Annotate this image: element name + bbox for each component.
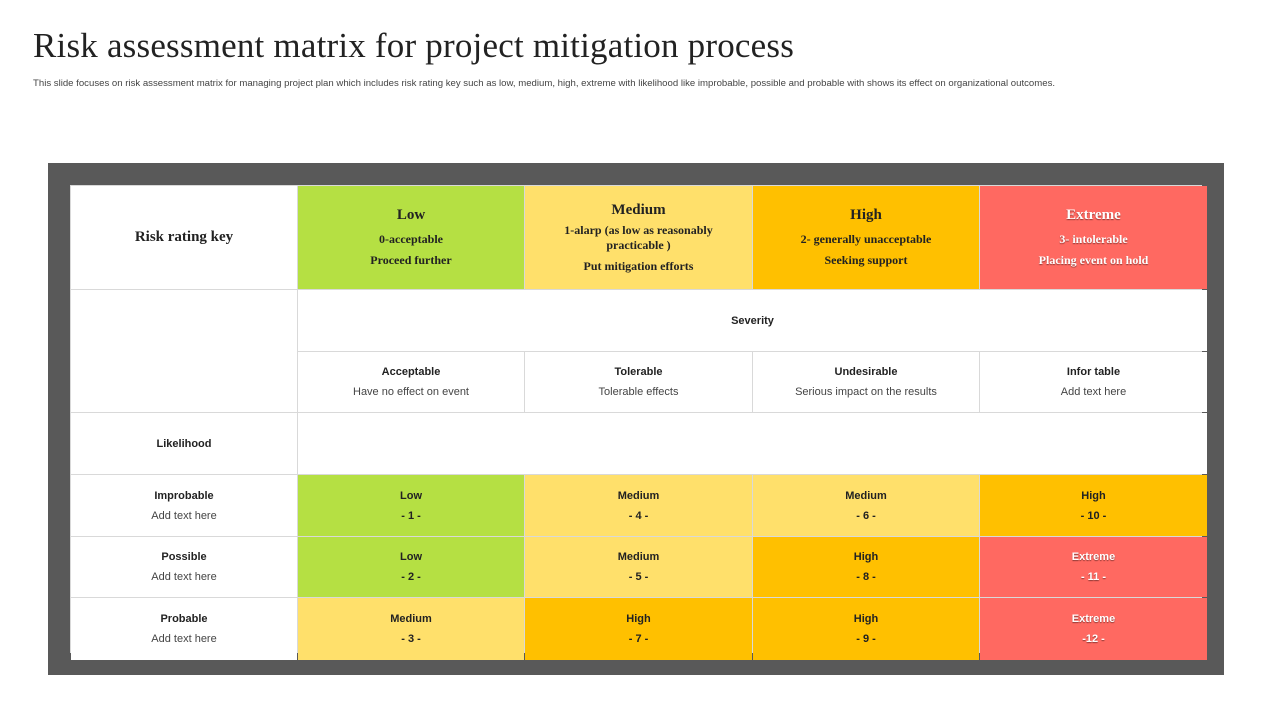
matrix-cell: High - 10 -: [980, 475, 1207, 536]
risk-score: - 3 -: [401, 633, 421, 645]
severity-column-title: Acceptable: [381, 366, 441, 378]
likelihood-row-title: Probable: [160, 613, 208, 625]
severity-column-desc: Serious impact on the results: [795, 386, 937, 398]
risk-level: Medium: [390, 613, 432, 625]
risk-score: - 5 -: [628, 571, 649, 583]
matrix-cell: Low - 1 -: [298, 475, 524, 536]
matrix-cell: Medium - 4 -: [525, 475, 752, 536]
risk-score: - 9 -: [856, 633, 876, 645]
risk-score: - 7 -: [628, 633, 649, 645]
likelihood-label: Likelihood: [156, 437, 212, 450]
severity-column-title: Tolerable: [614, 366, 663, 378]
empty-corner-cell: [71, 290, 297, 412]
matrix-cell: Extreme - 11 -: [980, 537, 1207, 597]
likelihood-row-possible: Possible Add text here: [71, 537, 297, 597]
severity-column-acceptable: Acceptable Have no effect on event: [298, 352, 524, 412]
likelihood-row-probable: Probable Add text here: [71, 598, 297, 660]
rating-description: 1-alarp (as low as reasonably practicabl…: [564, 222, 713, 252]
rating-key-high: High 2- generally unacceptable Seeking s…: [753, 186, 979, 289]
rating-name: Low: [396, 207, 426, 223]
rating-name: High: [850, 207, 882, 223]
risk-level: Low: [400, 489, 422, 502]
matrix-cell: Medium - 6 -: [753, 475, 979, 536]
rating-key-medium: Medium 1-alarp (as low as reasonably pra…: [525, 186, 752, 289]
risk-level: High: [1081, 489, 1106, 502]
likelihood-blank-cell: [298, 413, 1207, 474]
matrix-cell: Low - 2 -: [298, 537, 524, 597]
risk-score: -12 -: [1082, 633, 1105, 645]
risk-score: - 4 -: [628, 509, 649, 522]
risk-score: - 8 -: [856, 571, 876, 583]
matrix-cell: High - 8 -: [753, 537, 979, 597]
risk-level: High: [626, 613, 651, 625]
risk-matrix: Risk rating key Low 0-acceptable Proceed…: [70, 185, 1207, 660]
risk-level: Medium: [617, 551, 660, 563]
likelihood-row-title: Possible: [161, 551, 207, 563]
severity-column-tolerable: Tolerable Tolerable effects: [525, 352, 752, 412]
rating-description: 3- intolerable: [1059, 232, 1128, 246]
rating-description: 2- generally unacceptable: [800, 232, 932, 246]
severity-column-undesirable: Undesirable Serious impact on the result…: [753, 352, 979, 412]
risk-level: High: [853, 551, 879, 563]
rating-action: Proceed further: [370, 253, 452, 267]
risk-level: High: [853, 613, 879, 625]
matrix-cell: High - 9 -: [753, 598, 979, 660]
rating-key-label-cell: Risk rating key: [71, 186, 297, 289]
rating-action: Placing event on hold: [1038, 253, 1149, 267]
rating-key-extreme: Extreme 3- intolerable Placing event on …: [980, 186, 1207, 289]
severity-column-title: Infor table: [1066, 366, 1121, 378]
risk-score: - 2 -: [401, 571, 421, 583]
risk-level: Low: [400, 551, 422, 563]
risk-level: Extreme: [1071, 551, 1116, 563]
rating-name: Medium: [611, 201, 666, 218]
likelihood-row-improbable: Improbable Add text here: [71, 475, 297, 536]
rating-description: 0-acceptable: [379, 232, 443, 246]
risk-level: Medium: [617, 489, 660, 502]
rating-action: Put mitigation efforts: [583, 258, 694, 273]
severity-column-infor-table: Infor table Add text here: [980, 352, 1207, 412]
risk-score: - 1 -: [401, 509, 421, 522]
likelihood-row-title: Improbable: [154, 489, 214, 502]
severity-column-desc: Have no effect on event: [353, 386, 469, 398]
rating-name: Extreme: [1066, 207, 1121, 223]
rating-key-label: Risk rating key: [134, 229, 234, 245]
risk-score: - 10 -: [1080, 509, 1107, 522]
severity-column-desc: Tolerable effects: [598, 386, 679, 398]
risk-level: Medium: [845, 489, 887, 502]
page-subtitle: This slide focuses on risk assessment ma…: [33, 78, 1056, 89]
risk-score: - 6 -: [856, 509, 876, 522]
risk-score: - 11 -: [1080, 571, 1107, 583]
likelihood-row-desc: Add text here: [151, 571, 217, 583]
matrix-cell: Medium - 3 -: [298, 598, 524, 660]
risk-level: Extreme: [1071, 613, 1116, 625]
page-title: Risk assessment matrix for project mitig…: [33, 26, 795, 65]
severity-column-title: Undesirable: [834, 366, 898, 378]
severity-label: Severity: [731, 314, 774, 327]
matrix-cell: High - 7 -: [525, 598, 752, 660]
rating-action: Seeking support: [824, 253, 908, 267]
matrix-cell: Extreme -12 -: [980, 598, 1207, 660]
matrix-frame: Risk rating key Low 0-acceptable Proceed…: [48, 163, 1224, 675]
likelihood-row-desc: Add text here: [151, 509, 217, 522]
matrix-cell: Medium - 5 -: [525, 537, 752, 597]
severity-column-desc: Add text here: [1060, 386, 1127, 398]
likelihood-row-desc: Add text here: [151, 633, 217, 645]
severity-header-cell: Severity: [298, 290, 1207, 351]
likelihood-header-cell: Likelihood: [71, 413, 297, 474]
rating-key-low: Low 0-acceptable Proceed further: [298, 186, 524, 289]
